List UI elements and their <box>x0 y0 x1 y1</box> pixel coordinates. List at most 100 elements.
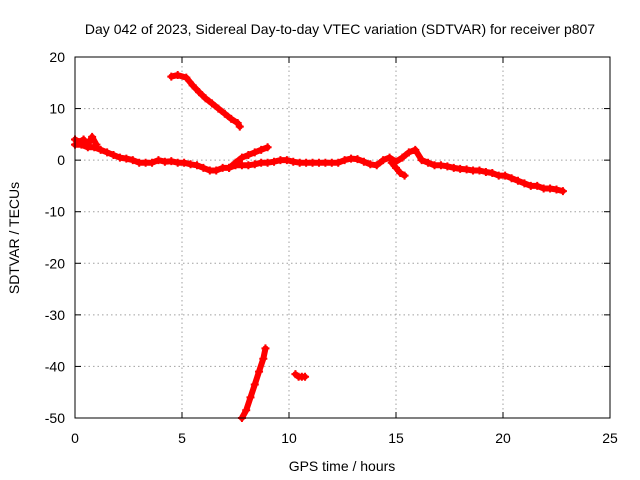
y-tick-label: 0 <box>57 152 65 168</box>
data-point <box>558 187 567 196</box>
data-point <box>379 156 388 165</box>
data-point <box>212 166 221 175</box>
data-point <box>250 380 259 389</box>
data-point <box>250 148 259 157</box>
y-tick-label: -30 <box>45 307 65 323</box>
data-point <box>475 166 484 175</box>
data-point <box>411 145 420 154</box>
data-point <box>195 88 204 97</box>
data-point <box>387 158 396 167</box>
data-point <box>270 157 279 166</box>
series-steep-low-arc <box>237 344 270 422</box>
data-points <box>71 71 567 422</box>
data-point <box>154 156 163 165</box>
y-tick-label: 20 <box>49 49 65 65</box>
series-falling-arc-5-8h <box>167 71 244 131</box>
y-tick-label: -40 <box>45 358 65 374</box>
grid-lines <box>75 57 610 418</box>
data-point <box>109 150 118 159</box>
data-point <box>552 185 561 194</box>
data-point <box>180 158 189 167</box>
data-point <box>263 143 272 152</box>
plot-frame <box>74 56 611 419</box>
x-tick-label: 10 <box>281 430 297 446</box>
data-point <box>92 140 101 149</box>
data-point <box>75 138 84 147</box>
data-point <box>96 145 105 154</box>
data-point <box>533 181 542 190</box>
data-point <box>207 99 216 108</box>
data-point <box>250 160 259 169</box>
series-main-band <box>71 140 567 196</box>
data-point <box>449 163 458 172</box>
data-point <box>214 104 223 113</box>
data-point <box>242 406 251 415</box>
data-point <box>186 160 195 169</box>
data-point <box>263 158 272 167</box>
data-point <box>231 158 240 167</box>
x-tick-label: 20 <box>495 430 511 446</box>
data-point <box>513 176 522 185</box>
data-point <box>220 109 229 118</box>
series-branch-15.5h <box>387 158 409 180</box>
data-point <box>520 179 529 188</box>
data-point <box>404 148 413 157</box>
data-point <box>201 94 210 103</box>
data-point <box>188 81 197 90</box>
y-axis-label: SDTVAR / TECUs <box>6 182 22 294</box>
data-point <box>88 132 97 141</box>
data-point <box>173 71 182 80</box>
data-point <box>282 156 291 165</box>
x-tick-label: 25 <box>602 430 618 446</box>
data-point <box>424 158 433 167</box>
series-line <box>72 133 100 148</box>
series-line <box>388 159 408 179</box>
data-point <box>366 160 375 169</box>
data-point <box>115 153 124 162</box>
data-point <box>246 393 255 402</box>
data-point <box>244 150 253 159</box>
data-point <box>83 140 92 149</box>
data-point <box>255 367 264 376</box>
series-rising-7.5-9h <box>225 143 272 172</box>
x-tick-label: 5 <box>178 430 186 446</box>
data-point <box>261 344 270 353</box>
data-point <box>334 158 343 167</box>
x-axis-label: GPS time / hours <box>289 458 396 474</box>
data-point <box>257 145 266 154</box>
data-point <box>227 114 236 123</box>
data-point <box>148 158 157 167</box>
data-point <box>546 184 555 193</box>
chart-title: Day 042 of 2023, Sidereal Day-to-day VTE… <box>85 21 595 37</box>
axis-ticks: 0 5 10 15 20 25 -50 -40 -30 -20 -10 0 10 20 <box>45 49 618 446</box>
data-point <box>488 169 497 178</box>
data-point <box>192 161 201 170</box>
data-point <box>237 153 246 162</box>
data-point <box>103 148 112 157</box>
y-tick-label: -50 <box>45 410 65 426</box>
data-point <box>244 161 253 170</box>
y-tick-label: -20 <box>45 255 65 271</box>
data-point <box>443 162 452 171</box>
data-point <box>167 72 176 81</box>
data-point <box>182 73 191 82</box>
data-point <box>79 135 88 144</box>
data-point <box>507 174 516 183</box>
data-point <box>398 153 407 162</box>
data-point <box>501 171 510 180</box>
data-point <box>392 163 400 172</box>
data-point <box>353 155 362 164</box>
data-point <box>400 171 409 180</box>
data-point <box>128 156 137 165</box>
data-point <box>167 157 176 166</box>
data-point <box>225 163 234 172</box>
x-tick-label: 15 <box>388 430 404 446</box>
data-point <box>396 169 405 178</box>
data-point <box>235 122 244 131</box>
series-line <box>72 141 566 195</box>
data-point <box>417 156 426 165</box>
data-point <box>372 161 381 170</box>
data-point <box>199 163 208 172</box>
y-tick-label: 10 <box>49 101 65 117</box>
